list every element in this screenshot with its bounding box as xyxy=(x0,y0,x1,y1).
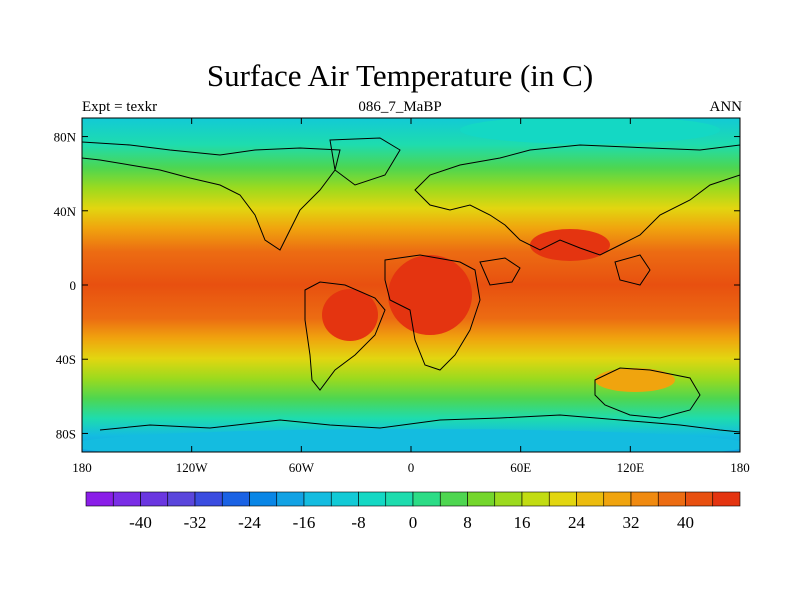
longitude-tick-label: 180 xyxy=(730,460,750,475)
experiment-label: Expt = texkr xyxy=(82,99,158,115)
asia-warm-area xyxy=(530,229,610,261)
colorbar-box xyxy=(439,491,468,507)
longitude-tick-label: 120W xyxy=(176,460,209,475)
antarctica-cold-area xyxy=(82,429,740,452)
colorbar-box xyxy=(548,491,577,507)
colorbar-box xyxy=(494,491,523,507)
colorbar-box xyxy=(140,491,169,507)
colorbar-box xyxy=(657,491,686,507)
colorbar-box xyxy=(221,491,250,507)
longitude-tick-label: 180 xyxy=(72,460,92,475)
colorbar-box xyxy=(276,491,305,507)
south-america-warm-area xyxy=(322,289,378,341)
colorbar-box xyxy=(330,491,359,507)
latitude-tick-label: 40N xyxy=(54,204,77,219)
colorbar-label: -24 xyxy=(238,513,261,532)
colorbar-label: 16 xyxy=(514,513,531,532)
latitude-tick-label: 80N xyxy=(54,130,77,145)
continent-outlines xyxy=(82,137,740,433)
colorbar-label: 32 xyxy=(623,513,640,532)
southeast-asia-outline xyxy=(614,254,651,286)
colorbar-box xyxy=(576,491,605,507)
colorbar-label: 0 xyxy=(409,513,418,532)
africa-outline xyxy=(384,254,481,371)
colorbar-box xyxy=(85,491,114,507)
colorbar-box xyxy=(112,491,141,507)
longitude-tick-label: 60W xyxy=(289,460,315,475)
arctic-cold-area xyxy=(460,118,720,144)
colorbar-box xyxy=(303,491,332,507)
colorbar-box xyxy=(603,491,632,507)
colorbar-box xyxy=(358,491,387,507)
australia-outline xyxy=(594,367,701,419)
colorbar-box xyxy=(712,491,741,507)
north-america-outline xyxy=(82,141,341,251)
eurasia-outline xyxy=(414,144,740,256)
colorbar-label: -32 xyxy=(184,513,207,532)
colorbar-box xyxy=(167,491,196,507)
longitude-tick-label: 0 xyxy=(408,460,415,475)
season-label: ANN xyxy=(709,99,743,115)
colorbar-label: -16 xyxy=(293,513,316,532)
south-america-outline xyxy=(304,281,386,391)
antarctica-outline xyxy=(99,414,740,433)
longitude-tick-label: 120E xyxy=(617,460,645,475)
colorbar: -40 -32 -24 -16 -8 0 8 16 24 32 40 xyxy=(85,491,741,532)
colorbar-label: 24 xyxy=(568,513,586,532)
colorbar-box xyxy=(385,491,414,507)
arabia-outline xyxy=(479,257,521,286)
greenland-outline xyxy=(329,137,401,186)
australia-warm-area xyxy=(595,368,675,392)
colorbar-label: 8 xyxy=(463,513,472,532)
colorbar-box xyxy=(521,491,550,507)
map-title: Surface Air Temperature (in C) xyxy=(206,58,594,93)
colorbar-box xyxy=(249,491,278,507)
colorbar-box xyxy=(630,491,659,507)
colorbar-box xyxy=(412,491,441,507)
longitude-axis: 180 120W 60W 0 60E 120E 180 xyxy=(72,118,750,475)
latitude-tick-label: 40S xyxy=(56,352,76,367)
latitude-axis: 80N 40N 0 40S 80S xyxy=(54,130,740,441)
colorbar-label: -8 xyxy=(351,513,365,532)
latitude-tick-label: 80S xyxy=(56,426,76,441)
colorbar-label: -40 xyxy=(129,513,152,532)
colorbar-box xyxy=(194,491,223,507)
colorbar-box xyxy=(685,491,714,507)
africa-warm-area xyxy=(388,255,472,335)
colorbar-box xyxy=(467,491,496,507)
period-label: 086_7_MaBP xyxy=(358,99,442,115)
latitude-tick-label: 0 xyxy=(70,278,77,293)
temperature-field xyxy=(82,118,740,452)
longitude-tick-label: 60E xyxy=(510,460,531,475)
colorbar-label: 40 xyxy=(677,513,694,532)
